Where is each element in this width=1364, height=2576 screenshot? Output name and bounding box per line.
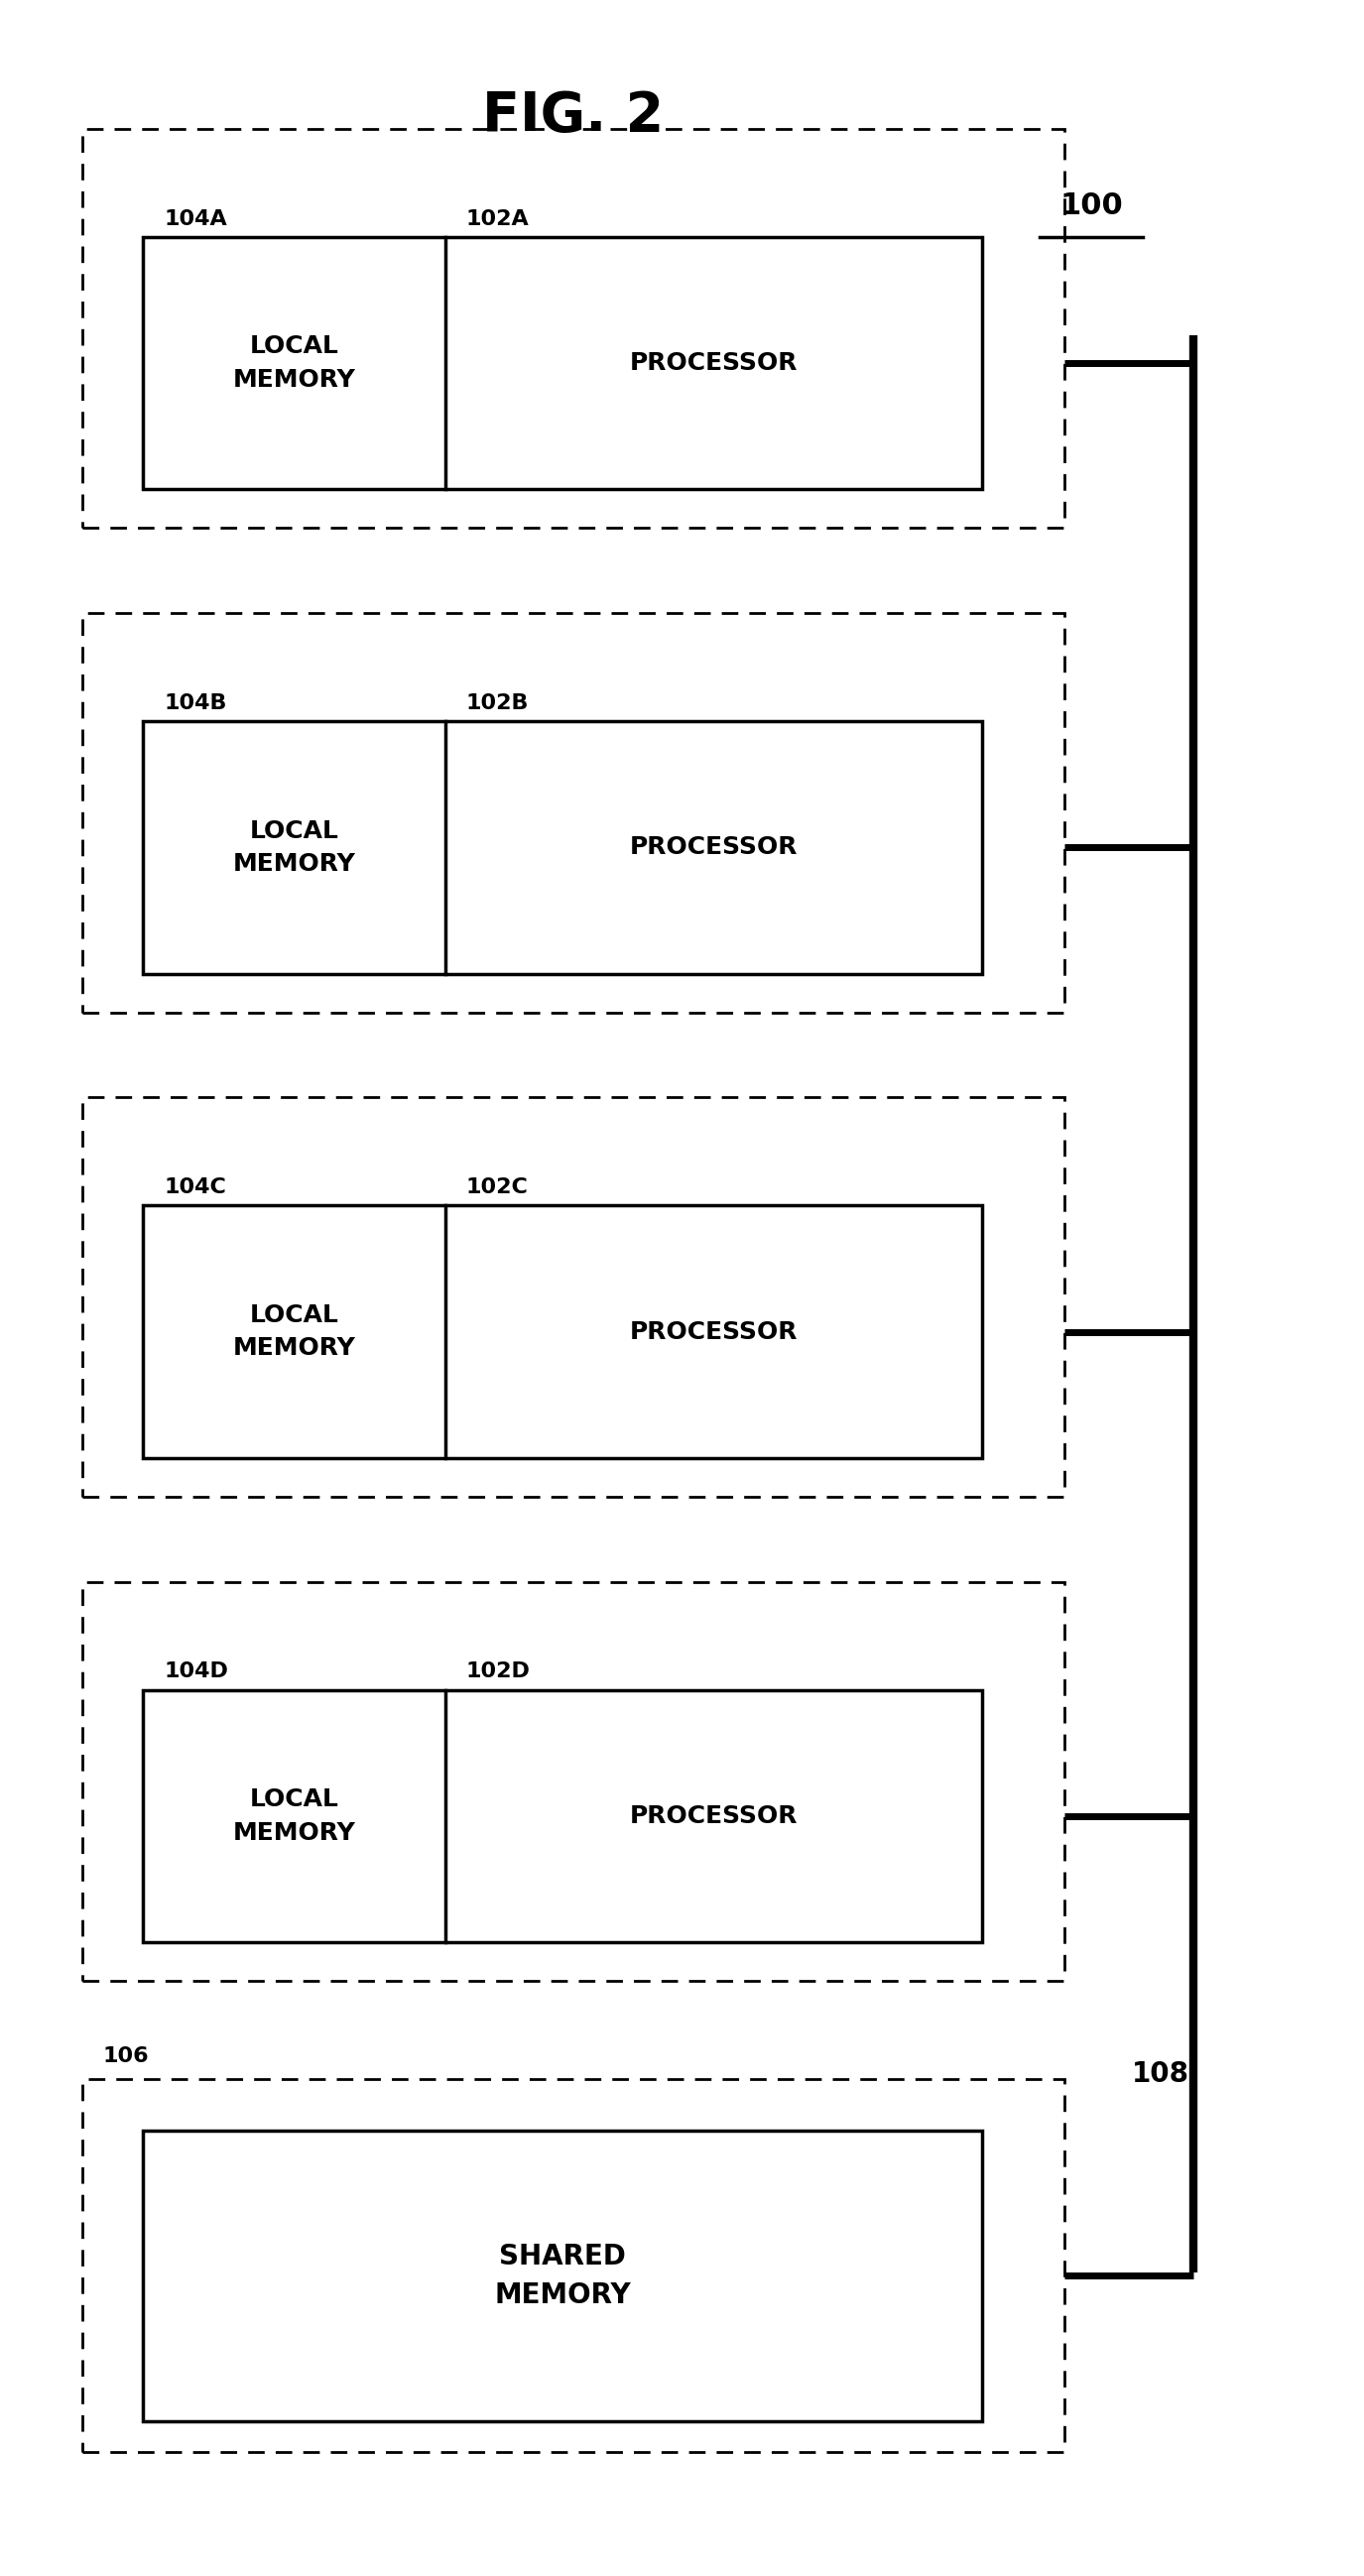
- Text: PROCESSOR: PROCESSOR: [630, 350, 798, 376]
- Text: 102C: 102C: [465, 1177, 528, 1198]
- Text: 100: 100: [1060, 191, 1123, 222]
- Text: 102B: 102B: [465, 693, 529, 714]
- Bar: [82, 613, 1064, 1012]
- Bar: [143, 1690, 982, 1942]
- Text: PROCESSOR: PROCESSOR: [630, 1803, 798, 1829]
- Bar: [143, 721, 982, 974]
- Text: 102D: 102D: [465, 1662, 531, 1682]
- Text: PROCESSOR: PROCESSOR: [630, 835, 798, 860]
- Text: LOCAL
MEMORY: LOCAL MEMORY: [233, 819, 356, 876]
- Bar: [82, 1097, 1064, 1497]
- Text: PROCESSOR: PROCESSOR: [630, 1319, 798, 1345]
- Text: FIG. 2: FIG. 2: [481, 90, 664, 142]
- Bar: [143, 237, 982, 489]
- Text: LOCAL
MEMORY: LOCAL MEMORY: [233, 335, 356, 392]
- Text: 104B: 104B: [164, 693, 226, 714]
- Text: 108: 108: [1132, 2061, 1189, 2087]
- Text: 106: 106: [102, 2045, 149, 2066]
- Bar: [143, 2130, 982, 2421]
- Text: LOCAL
MEMORY: LOCAL MEMORY: [233, 1303, 356, 1360]
- Text: SHARED
MEMORY: SHARED MEMORY: [494, 2244, 632, 2308]
- Text: 104A: 104A: [164, 209, 226, 229]
- Bar: [82, 129, 1064, 528]
- Text: 102A: 102A: [465, 209, 529, 229]
- Bar: [82, 1582, 1064, 1981]
- Text: 104D: 104D: [164, 1662, 228, 1682]
- Text: 104C: 104C: [164, 1177, 226, 1198]
- Bar: [82, 2079, 1064, 2452]
- Text: LOCAL
MEMORY: LOCAL MEMORY: [233, 1788, 356, 1844]
- Bar: [143, 1206, 982, 1458]
